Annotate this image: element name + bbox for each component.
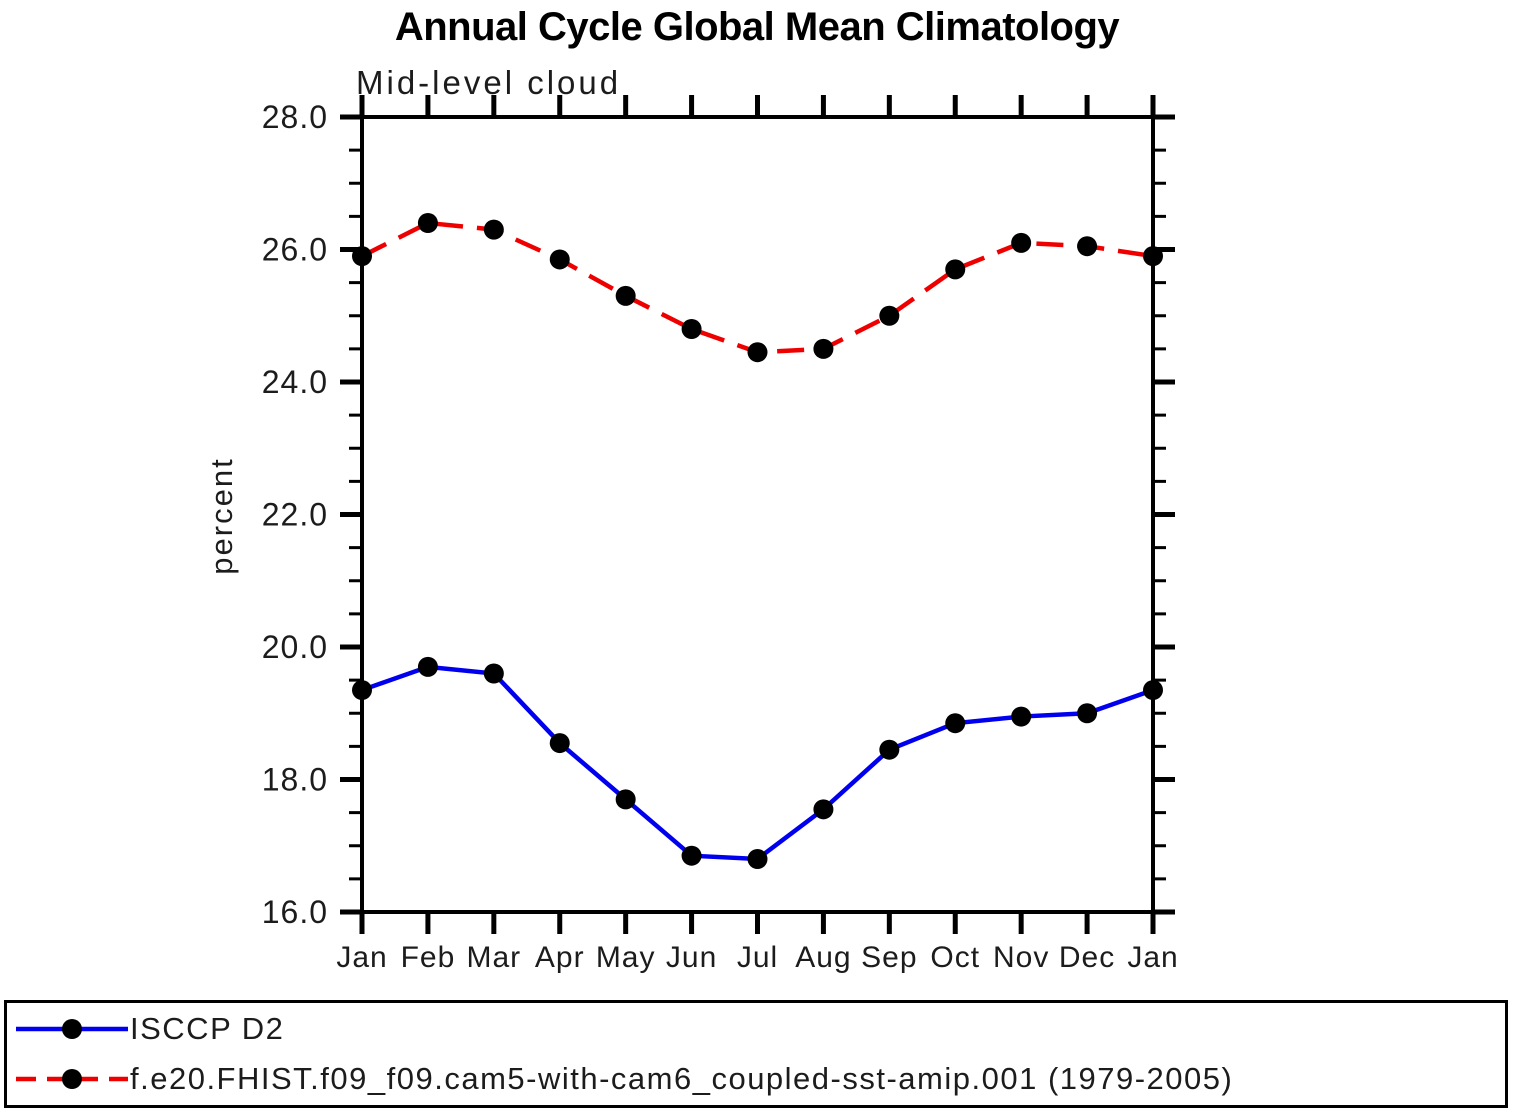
x-tick-label: Jan — [336, 941, 387, 974]
x-tick-label: Mar — [466, 941, 521, 974]
x-tick-label: Aug — [795, 941, 851, 974]
data-point-marker — [549, 733, 570, 754]
series-line-1 — [360, 220, 1154, 355]
series-line-0 — [361, 664, 1154, 862]
x-tick-label: Jul — [737, 941, 778, 974]
legend-item-isccp-d2: ISCCP D2 — [14, 1005, 1505, 1053]
data-point-marker — [747, 849, 768, 869]
data-point-marker — [681, 319, 702, 339]
data-point-marker — [813, 338, 834, 359]
data-point-marker — [813, 799, 834, 820]
data-point-marker — [615, 789, 636, 810]
y-tick-label: 18.0 — [262, 762, 328, 798]
data-point-marker — [879, 305, 900, 326]
y-tick-label: 20.0 — [262, 629, 328, 665]
legend: ISCCP D2 f.e20.FHIST.f09_f09.cam5-with-c… — [4, 1000, 1508, 1108]
legend-label-isccp-d2: ISCCP D2 — [130, 1011, 285, 1046]
chart-title: Annual Cycle Global Mean Climatology — [394, 5, 1120, 49]
x-tick-label: May — [596, 941, 656, 974]
x-tick-label: Jun — [666, 941, 717, 974]
y-axis-ticks: 16.0 18.0 20.0 22.0 24.0 26.0 28.0 — [262, 99, 1175, 930]
data-point-marker — [483, 663, 504, 684]
x-tick-label: Sep — [861, 941, 917, 974]
chart-subtitle: Mid-level cloud — [356, 64, 622, 101]
x-tick-label: Feb — [401, 941, 456, 974]
data-point-marker — [1077, 236, 1098, 257]
y-tick-label: 24.0 — [262, 364, 328, 400]
y-tick-label: 28.0 — [262, 99, 328, 135]
data-point-marker — [417, 213, 438, 233]
data-point-marker — [352, 680, 372, 701]
x-tick-label: Apr — [535, 941, 585, 974]
y-tick-label: 22.0 — [262, 497, 328, 533]
data-point-marker — [615, 285, 636, 306]
data-point-marker — [1143, 680, 1163, 701]
legend-label-model: f.e20.FHIST.f09_f09.cam5-with-cam6_coupl… — [130, 1061, 1234, 1096]
x-tick-label: Dec — [1059, 941, 1115, 974]
data-point-marker — [1011, 232, 1032, 253]
x-tick-label: Oct — [930, 941, 980, 974]
x-tick-label: Nov — [993, 941, 1049, 974]
x-tick-label: Jan — [1127, 941, 1178, 974]
data-point-marker — [483, 219, 504, 240]
legend-item-model: f.e20.FHIST.f09_f09.cam5-with-cam6_coupl… — [14, 1055, 1505, 1103]
y-axis-minor-ticks — [349, 148, 1166, 881]
data-point-marker — [1011, 706, 1032, 727]
y-tick-label: 26.0 — [262, 232, 328, 268]
y-tick-label: 16.0 — [262, 894, 328, 930]
legend-dashed-line-icon — [16, 1069, 128, 1089]
data-point-marker — [681, 845, 702, 866]
data-point-marker — [1143, 246, 1163, 267]
data-point-marker — [945, 259, 966, 280]
data-point-marker — [549, 249, 570, 270]
data-point-marker — [879, 739, 900, 760]
data-point-marker — [945, 713, 966, 734]
series-markers-0 — [352, 656, 1163, 869]
data-point-marker — [1077, 703, 1098, 724]
data-point-marker — [417, 656, 438, 677]
legend-solid-line-icon — [16, 1019, 128, 1039]
x-axis-ticks: Jan Feb Mar Apr May Jun Jul Aug Sep Oct Nov Dec Jan — [336, 95, 1178, 974]
data-point-marker — [352, 246, 372, 267]
series-markers-1 — [352, 213, 1163, 363]
data-point-marker — [747, 342, 768, 363]
plot-frame — [360, 115, 1155, 914]
